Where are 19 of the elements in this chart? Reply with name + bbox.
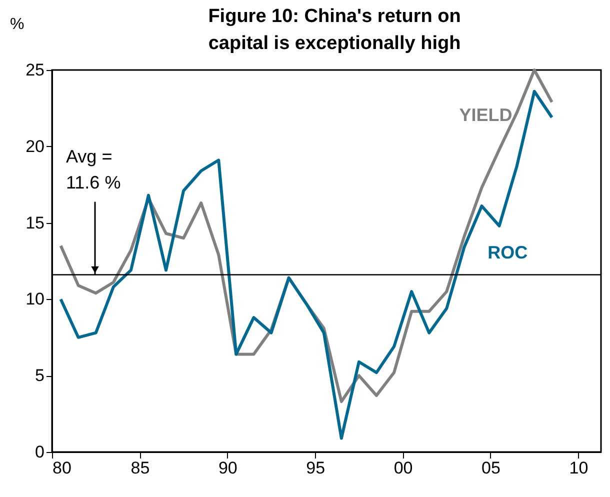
x-tick-label: 10 [569,458,588,478]
y-tick-label: 0 [35,442,44,462]
x-tick-label: 80 [52,458,72,478]
x-tick-label: 90 [218,458,238,478]
x-tick-label: 00 [394,458,413,478]
y-tick-label: 5 [35,366,44,386]
chart-title: Figure 10: China's return on capital is exceptionally high [208,6,461,54]
x-tick-label: 95 [306,458,326,478]
x-tick-label: 85 [130,458,150,478]
y-tick-label: 10 [26,290,44,309]
y-tick-label: 20 [26,136,44,156]
series-label: YIELD [459,104,512,125]
y-tick-label: 25 [26,60,44,80]
y-tick-label: 15 [26,213,44,232]
series-label: ROC [488,242,528,262]
x-tick-label: 05 [482,458,500,478]
line-series [59,90,554,440]
ref-line-label: Avg = 11.6 % [66,146,121,192]
y-axis-title: % [10,16,24,33]
